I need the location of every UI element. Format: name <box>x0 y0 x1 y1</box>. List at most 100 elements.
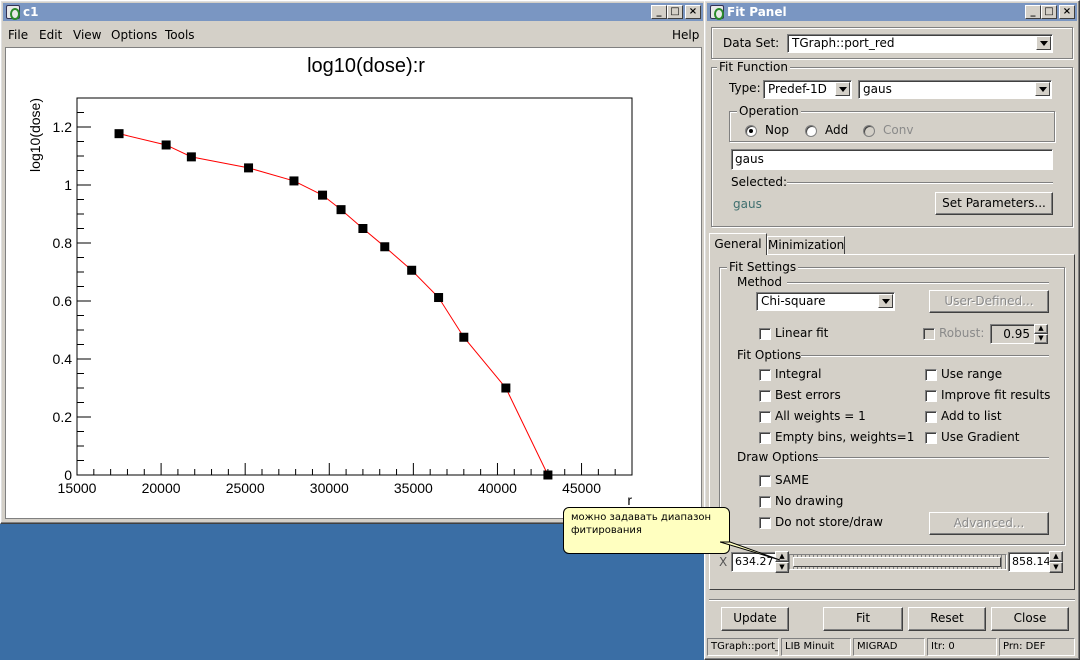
minimize-icon[interactable]: _ <box>1025 5 1041 19</box>
fit-panel-title: Fit Panel <box>727 5 787 19</box>
formula-input[interactable]: gaus <box>731 149 1053 170</box>
data-point[interactable] <box>186 152 196 162</box>
x-tick-label: 25000 <box>226 480 265 496</box>
tooltip-line-1: можно задавать диапазон <box>571 512 712 523</box>
same-label: SAME <box>775 473 809 487</box>
status-print-level: Prn: DEF <box>999 638 1075 656</box>
linear-fit-label: Linear fit <box>775 326 829 340</box>
plot-canvas[interactable]: log10(dose):r 15000 20000 25000 30000 35000 4… <box>5 47 702 519</box>
data-point[interactable] <box>358 224 368 233</box>
update-button[interactable]: Update <box>721 607 789 631</box>
data-point[interactable] <box>407 265 417 275</box>
data-point[interactable] <box>161 140 171 150</box>
robust-checkbox[interactable] <box>923 328 935 340</box>
menu-edit[interactable]: Edit <box>39 28 63 42</box>
add-radio[interactable] <box>805 125 817 137</box>
data-point[interactable] <box>318 190 328 200</box>
use-gradient-checkbox[interactable] <box>925 432 937 444</box>
spin-up-icon[interactable]: ▲ <box>775 551 789 562</box>
fit-button[interactable]: Fit <box>823 607 903 631</box>
chevron-down-icon[interactable] <box>835 82 850 96</box>
data-point[interactable] <box>380 242 390 252</box>
use-range-checkbox[interactable] <box>925 369 937 381</box>
menu-view[interactable]: View <box>73 28 102 42</box>
y-tick-label: 0.8 <box>53 235 73 251</box>
linear-fit-checkbox[interactable] <box>759 328 771 340</box>
menu-file[interactable]: File <box>8 28 29 42</box>
method-value: Chi-square <box>761 294 826 308</box>
add-to-list-label: Add to list <box>941 409 1002 423</box>
chevron-down-icon[interactable] <box>1035 82 1050 96</box>
tooltip-line-2: фитирования <box>571 525 642 536</box>
data-point[interactable] <box>501 383 511 393</box>
status-dataset: TGraph::port_ <box>707 638 779 656</box>
nop-radio[interactable] <box>745 125 757 137</box>
fit-settings-group <box>719 267 1065 545</box>
selected-label: Selected: <box>731 175 788 189</box>
menu-options[interactable]: Options <box>111 28 158 42</box>
close-icon[interactable]: × <box>1059 5 1075 19</box>
x-tick-label: 35000 <box>394 480 433 496</box>
use-gradient-label: Use Gradient <box>941 430 1020 444</box>
close-icon[interactable]: × <box>685 5 701 19</box>
spin-up-icon[interactable]: ▲ <box>1034 324 1048 334</box>
spin-down-icon[interactable]: ▼ <box>1049 562 1063 573</box>
same-checkbox[interactable] <box>759 475 771 487</box>
do-not-store-checkbox[interactable] <box>759 517 771 529</box>
chevron-down-icon[interactable] <box>1036 36 1051 50</box>
advanced-button[interactable]: Advanced... <box>929 512 1049 535</box>
method-combo[interactable]: Chi-square <box>756 292 895 311</box>
separator <box>709 599 1075 601</box>
canvas-window-titlebar[interactable]: c1 _ □ × <box>3 3 703 21</box>
minimize-icon[interactable]: _ <box>651 5 667 19</box>
slider-thumb[interactable] <box>793 557 1001 567</box>
fit-panel-titlebar[interactable]: Fit Panel _ □ × <box>707 3 1077 21</box>
data-point[interactable] <box>434 293 444 303</box>
no-drawing-checkbox[interactable] <box>759 496 771 508</box>
conv-radio[interactable] <box>863 125 875 137</box>
x-range-slider[interactable] <box>789 554 1007 570</box>
maximize-icon[interactable]: □ <box>667 5 683 19</box>
data-point[interactable] <box>289 176 299 186</box>
function-combo[interactable]: gaus <box>858 80 1052 99</box>
x-max-input[interactable]: 858.14 <box>1008 552 1051 572</box>
spin-up-icon[interactable]: ▲ <box>1049 551 1063 562</box>
nop-label: Nop <box>765 123 789 137</box>
data-point[interactable] <box>114 129 124 139</box>
integral-checkbox[interactable] <box>759 369 771 381</box>
data-point[interactable] <box>543 470 553 480</box>
user-defined-button[interactable]: User-Defined... <box>929 290 1049 313</box>
data-point[interactable] <box>459 332 469 342</box>
conv-label: Conv <box>883 123 914 137</box>
separator <box>817 457 1049 459</box>
all-weights-checkbox[interactable] <box>759 411 771 423</box>
y-tick-label: 0.2 <box>53 409 73 425</box>
method-label: Method <box>737 275 783 289</box>
x-tick-label: 45000 <box>562 480 601 496</box>
data-point[interactable] <box>244 163 254 173</box>
type-combo[interactable]: Predef-1D <box>763 80 852 99</box>
spin-down-icon[interactable]: ▼ <box>1034 334 1048 344</box>
set-parameters-button[interactable]: Set Parameters... <box>935 192 1053 215</box>
improve-fit-checkbox[interactable] <box>925 390 937 402</box>
close-button[interactable]: Close <box>991 607 1069 631</box>
data-set-combo[interactable]: TGraph::port_red <box>787 34 1053 53</box>
best-errors-checkbox[interactable] <box>759 390 771 402</box>
tab-minimization[interactable]: Minimization <box>767 236 845 255</box>
canvas-window: c1 _ □ × File Edit View Options Tools He… <box>0 0 706 524</box>
reset-button[interactable]: Reset <box>908 607 986 631</box>
tab-general[interactable]: General <box>709 233 767 255</box>
menu-help[interactable]: Help <box>672 28 700 42</box>
x-tick-label: 40000 <box>478 480 517 496</box>
chevron-down-icon[interactable] <box>878 294 893 308</box>
empty-bins-checkbox[interactable] <box>759 432 771 444</box>
spin-down-icon[interactable]: ▼ <box>775 562 789 573</box>
graph-plot[interactable]: log10(dose):r 15000 20000 25000 30000 35000 4… <box>6 48 701 518</box>
robust-label: Robust: <box>939 326 985 340</box>
y-tick-label: 0 <box>64 467 72 483</box>
data-point[interactable] <box>336 205 346 215</box>
menu-tools[interactable]: Tools <box>165 28 195 42</box>
robust-input[interactable]: 0.95 <box>990 324 1035 344</box>
add-to-list-checkbox[interactable] <box>925 411 937 423</box>
maximize-icon[interactable]: □ <box>1041 5 1057 19</box>
